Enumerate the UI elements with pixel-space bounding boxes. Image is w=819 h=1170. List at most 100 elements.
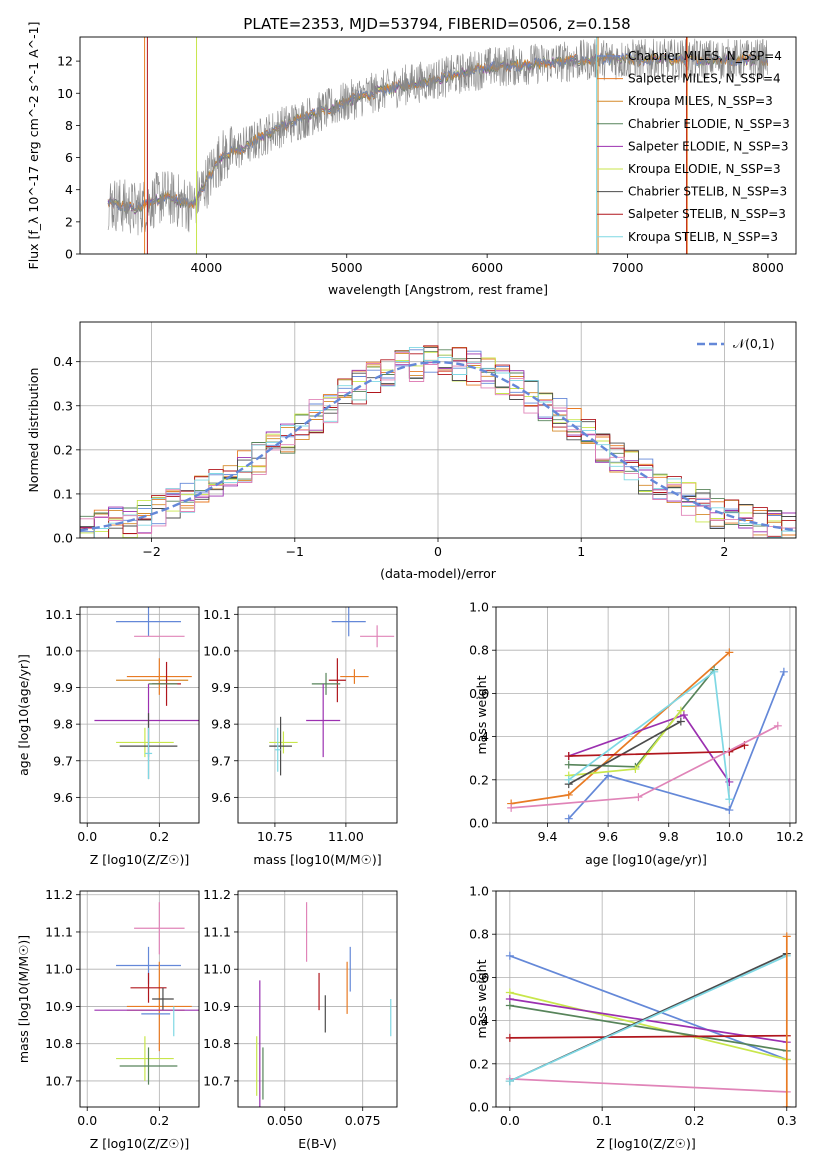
mass-vs-z-frame [79, 890, 200, 1108]
weight-vs-z-plot-area [505, 932, 791, 1107]
mass-vs-ebv-ytick-label: 10.7 [203, 1073, 231, 1088]
weight-vs-z-series-marker-4 [505, 1033, 514, 1042]
weight-vs-age-series-line-3 [568, 713, 731, 783]
spectrum-ytick-label: 4 [65, 182, 73, 197]
weight-vs-age-series-marker-0 [779, 667, 788, 676]
residuals-xtick-label: −2 [142, 544, 160, 559]
weight-vs-age-series-marker-0 [604, 771, 613, 780]
weight-vs-z-xtick-label: 0.2 [685, 1113, 705, 1128]
weight-vs-age-ytick-label: 0.6 [469, 686, 489, 701]
age-vs-z-ylabel: age [log10(age/yr)] [16, 654, 31, 776]
spectrum-ytick-label: 2 [65, 214, 73, 229]
weight-vs-z-series-marker-0 [505, 951, 514, 960]
mass-vs-z-ytick-label: 11.0 [45, 962, 73, 977]
residual-xlabel: (data-model)/error [380, 566, 497, 581]
weight-vs-age-series-marker-8 [634, 793, 643, 802]
mass-vs-ebv-ytick-label: 10.9 [203, 999, 231, 1014]
mass-vs-ebv-xtick-label: 0.050 [267, 1113, 303, 1128]
spectrum-ytick-label: 8 [65, 118, 73, 133]
residuals-plot-area [80, 345, 796, 538]
spectrum-ytick-label: 0 [65, 247, 73, 262]
residual-gaussian-curve [80, 360, 796, 532]
weight-vs-age-xlabel: age [log10(age/yr)] [585, 852, 707, 867]
weight-vs-z-ylabel: mass weight [474, 959, 489, 1038]
age-vs-z-ytick-label: 10.0 [45, 643, 73, 658]
weight-vs-age-ytick-label: 0.4 [469, 729, 489, 744]
age-vs-z-ytick-label: 10.1 [45, 607, 73, 622]
age-vs-mass-ytick-label: 9.6 [211, 790, 231, 805]
weight-vs-z-series-marker-8 [782, 932, 791, 941]
age-vs-mass-xtick-label: 10.75 [257, 829, 293, 844]
weight-vs-z-series-line-7 [509, 955, 788, 1082]
spectrum-legend-label-8: Kroupa STELIB, N_SSP=3 [628, 230, 778, 244]
weight-vs-age-series-line-0 [568, 671, 785, 820]
spectrum-xlabel: wavelength [Angstrom, rest frame] [328, 282, 548, 297]
weight-vs-age-series-line-5 [568, 720, 682, 785]
spectrum-legend-label-4: Salpeter ELODIE, N_SSP=3 [628, 139, 789, 153]
spectrum-legend-label-5: Kroupa ELODIE, N_SSP=3 [628, 162, 781, 176]
weight-vs-age-series-marker-3 [679, 711, 688, 719]
weight-vs-age-series-marker-2 [564, 760, 573, 769]
weight-vs-age-series-marker-8 [773, 721, 782, 730]
weight-vs-age-series-marker-4 [631, 765, 640, 773]
figure-title: PLATE=2353, MJD=53794, FIBERID=0506, z=0… [243, 15, 630, 33]
residuals-ytick-label: 0.4 [53, 354, 73, 369]
mass-vs-ebv-ytick-label: 11.2 [203, 887, 231, 902]
weight-vs-z-ytick-label: 0.8 [469, 927, 489, 942]
weight-vs-age-series-marker-0 [725, 806, 734, 815]
weight-vs-age-series-marker-7 [725, 795, 734, 804]
weight-vs-z-series-line-0 [509, 955, 788, 1061]
mass-vs-ebv-ytick-label: 10.8 [203, 1036, 231, 1051]
weight-vs-z-series-line-1 [509, 991, 787, 1061]
spectrum-legend-label-0: Chabrier MILES, N_SSP=4 [628, 49, 782, 63]
weight-vs-age-series-marker-4 [676, 706, 685, 715]
weight-vs-z-ytick-label: 1.0 [469, 884, 489, 899]
weight-vs-z-series-line-5 [509, 1078, 787, 1093]
residuals-xtick-label: −1 [286, 544, 304, 559]
spectrum-xtick-label: 7000 [612, 260, 644, 275]
mass-vs-z-plot-area [94, 902, 199, 1085]
age-vs-z-ytick-label: 9.9 [53, 680, 73, 695]
weight-vs-z-ytick-label: 0.6 [469, 970, 489, 985]
residuals-ytick-label: 0.3 [53, 398, 73, 413]
residuals-ytick-label: 0.2 [53, 442, 73, 457]
mass-vs-z-ytick-label: 10.9 [45, 999, 73, 1014]
age-vs-mass-xtick-label: 11.00 [328, 829, 364, 844]
weight-vs-z-ytick-label: 0.2 [469, 1056, 489, 1071]
age-vs-z-xlabel: Z [log10(Z/Z☉)] [90, 852, 190, 867]
weight-vs-age-frame [495, 606, 797, 824]
spectrum-ylabel: Flux [f_λ 10^-17 erg cm^-2 s^-1 A^-1] [26, 22, 41, 270]
weight-vs-age-plot-area [507, 648, 788, 823]
spectrum-xtick-label: 4000 [190, 260, 222, 275]
weight-vs-age-series-line-1 [511, 651, 730, 805]
age-vs-mass-ytick-label: 10.0 [203, 643, 231, 658]
residuals-xtick-label: 0 [434, 544, 442, 559]
weight-vs-z-frame [495, 890, 797, 1108]
spectrum-observed-line [107, 38, 768, 236]
mass-vs-ebv-plot-area [256, 902, 392, 1107]
weight-vs-age-series-marker-7 [564, 775, 573, 784]
age-vs-z-frame [79, 606, 200, 824]
spectrum-frame [79, 36, 797, 255]
weight-vs-age-series-marker-6 [564, 752, 573, 761]
age-vs-z-plot-area [94, 607, 199, 780]
weight-vs-age-series-marker-1 [725, 648, 734, 657]
weight-vs-age-xtick-label: 10.2 [776, 829, 804, 844]
weight-vs-z-ytick-label: 0.4 [469, 1013, 489, 1028]
weight-vs-z-xtick-label: 0.3 [777, 1113, 797, 1128]
spectrum-ytick-label: 12 [57, 54, 73, 69]
age-vs-z-xtick-label: 0.0 [77, 829, 97, 844]
mass-vs-ebv-ytick-label: 11.0 [203, 962, 231, 977]
residuals-frame [79, 321, 797, 539]
residuals-ytick-label: 0.1 [53, 486, 73, 501]
residual-histogram-9 [80, 352, 796, 538]
age-vs-mass-ytick-label: 9.7 [211, 753, 231, 768]
age-vs-mass-frame [237, 606, 398, 824]
spectrum-ytick-label: 6 [65, 150, 73, 165]
age-vs-mass-xlabel: mass [log10(M/M☉)] [253, 852, 381, 867]
weight-vs-age-xtick-label: 10.0 [715, 829, 743, 844]
age-vs-mass-ytick-label: 9.8 [211, 717, 231, 732]
age-vs-z-ytick-label: 9.7 [53, 753, 73, 768]
weight-vs-age-series-marker-1 [564, 790, 573, 799]
